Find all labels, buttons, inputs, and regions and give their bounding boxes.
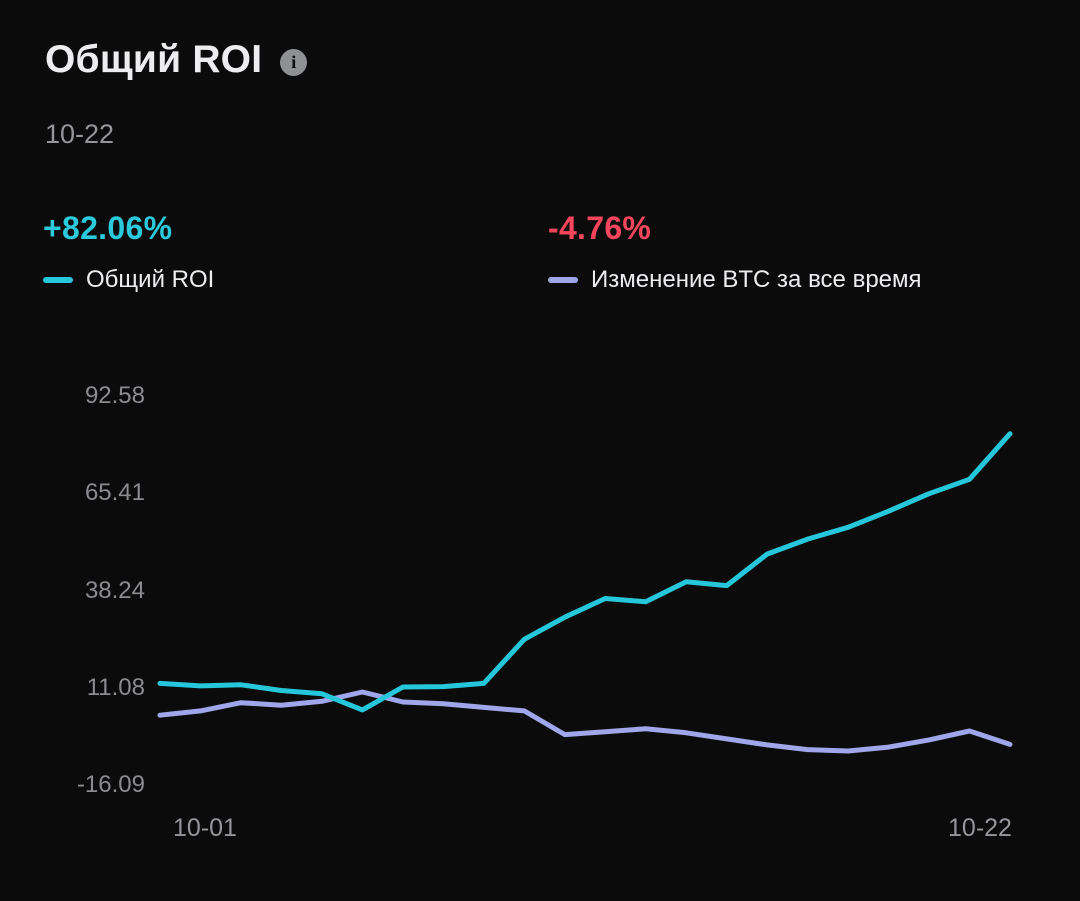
y-axis-tick-label: 11.08 (86, 673, 145, 701)
roi-value: +82.06% (43, 210, 173, 246)
y-axis-tick-label: 65.41 (84, 479, 145, 507)
y-axis-tick-label: 92.58 (84, 382, 145, 409)
btc-line (157, 689, 1013, 754)
btc-stat-block: -4.76% Изменение BTC за все время (548, 210, 922, 294)
page-title: Общий ROI (45, 38, 263, 81)
info-icon[interactable]: i (280, 49, 308, 76)
btc-legend-label: Изменение BTC за все время (591, 266, 922, 293)
date-range-label: 10-22 (45, 119, 115, 149)
roi-legend-dash (43, 277, 73, 283)
x-axis-tick-label: 10-22 (948, 814, 1012, 842)
chart-plot-area[interactable] (150, 380, 1020, 820)
roi-legend-label: Общий ROI (86, 266, 215, 293)
btc-value: -4.76% (548, 210, 652, 246)
roi-line (157, 431, 1013, 713)
roi-stat-block: +82.06% Общий ROI (43, 210, 214, 294)
y-axis-tick-label: -16.09 (76, 771, 145, 798)
roi-legend: Общий ROI (43, 266, 214, 294)
page-header: Общий ROI i (45, 38, 308, 82)
btc-legend-dash (548, 277, 578, 283)
x-axis-tick-label: 10-01 (173, 814, 237, 842)
y-axis-tick-label: 38.24 (84, 576, 145, 604)
btc-legend: Изменение BTC за все время (548, 266, 922, 294)
